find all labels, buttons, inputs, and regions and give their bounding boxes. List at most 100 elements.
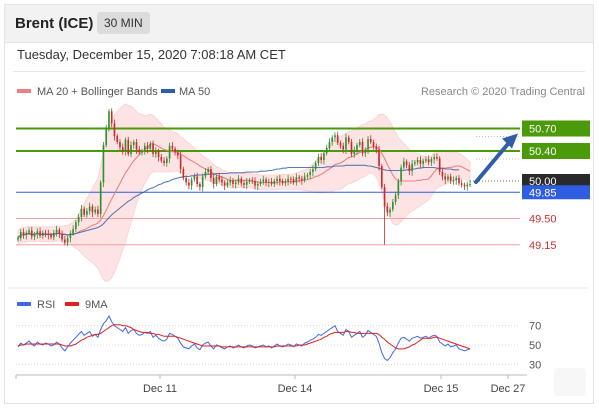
candle-body: [248, 180, 251, 182]
candle-body: [240, 178, 243, 184]
ma20-legend-label: MA 20 + Bollinger Bands: [37, 86, 158, 98]
candle-body: [36, 231, 39, 235]
candle-body: [314, 163, 317, 169]
candle-body: [182, 169, 185, 178]
expand-corner-button[interactable]: [554, 368, 586, 396]
candle-body: [33, 234, 36, 237]
candle-body: [185, 178, 187, 183]
candle-body: [218, 176, 221, 180]
candle-body: [243, 183, 245, 185]
candle-body: [290, 178, 292, 180]
candle-body: [325, 148, 328, 154]
candle-body: [130, 145, 132, 154]
main-legend: MA 20 + Bollinger Bands MA 50 Research ©…: [17, 86, 585, 98]
candle-body: [69, 233, 72, 238]
candle-body: [119, 142, 121, 148]
candle-body: [441, 172, 444, 177]
candle-body: [102, 145, 105, 183]
rsi-tick-label: 30: [529, 359, 541, 371]
candle-body: [77, 217, 80, 223]
candle-body: [265, 179, 267, 183]
candle-body: [458, 178, 460, 184]
candle-body: [427, 159, 430, 163]
instrument-name: Brent (ICE): [15, 15, 94, 32]
candle-body: [88, 206, 91, 211]
candle-body: [154, 151, 157, 154]
candle-body: [237, 178, 240, 183]
ma50-line: [17, 164, 459, 239]
trend-arrow: [474, 133, 518, 184]
candle-body: [295, 177, 298, 183]
candle-body: [397, 181, 400, 196]
candle-body: [64, 239, 66, 243]
candle-body: [403, 161, 405, 168]
pivot-label-bg: [522, 185, 590, 200]
candle-body: [97, 209, 99, 214]
candle-body: [416, 160, 419, 163]
trend-arrow-shaft: [474, 139, 512, 184]
candle-body: [177, 152, 179, 156]
rsi-ma9-line: [17, 324, 471, 350]
candle-body: [204, 172, 207, 177]
candle-body: [380, 166, 383, 187]
candle-body: [386, 206, 389, 213]
candle-body: [273, 181, 276, 184]
candle-body: [375, 146, 378, 150]
candle-body: [392, 202, 394, 210]
candle-body: [267, 181, 270, 183]
candle-body: [287, 178, 289, 182]
candle-body: [124, 139, 127, 151]
candle-body: [135, 142, 138, 150]
candle-body: [463, 184, 466, 187]
candle-body: [350, 142, 353, 154]
candle-body: [94, 209, 96, 213]
candle-body: [303, 176, 306, 181]
candle-body: [207, 169, 209, 172]
candle-body: [372, 142, 375, 147]
candle-body: [72, 229, 74, 234]
candle-body: [168, 145, 171, 159]
x-tick-label: Dec 27: [491, 383, 526, 395]
ma20-legend-swatch: [17, 89, 31, 93]
candle-body: [256, 184, 259, 186]
last-price-label-bg: [522, 174, 590, 188]
candle-body: [28, 230, 30, 233]
candle-body: [41, 232, 44, 236]
candle-body: [25, 232, 28, 235]
candle-body: [55, 229, 58, 233]
candle-body: [254, 181, 256, 186]
candle-body: [50, 235, 52, 238]
ma50-legend-label: MA 50: [179, 86, 210, 98]
trend-arrow-head: [502, 133, 518, 149]
candle-body: [312, 169, 314, 172]
candle-body: [44, 232, 47, 234]
candle-body: [336, 135, 339, 143]
candle-body: [19, 232, 22, 238]
candle-body: [86, 211, 88, 215]
candle-body: [116, 136, 119, 142]
candle-body: [449, 176, 452, 181]
candle-body: [414, 162, 416, 164]
candle-body: [105, 128, 108, 145]
resistance-label-bg: [522, 120, 590, 137]
candle-body: [30, 230, 33, 237]
candle-body: [226, 182, 229, 186]
resistance-label-bg: [522, 143, 590, 159]
rsi-panel: 70 50 30: [16, 314, 541, 371]
timeframe-button[interactable]: 30 MIN: [97, 12, 150, 34]
candle-body: [66, 238, 69, 243]
candle-body: [58, 229, 61, 234]
candle-body: [425, 159, 427, 161]
candle-body: [292, 179, 295, 183]
candle-body: [430, 159, 433, 163]
candle-body: [339, 142, 342, 146]
candle-body: [356, 145, 358, 151]
expand-button-bg[interactable]: [554, 368, 586, 396]
candle-body: [138, 149, 141, 153]
candle-body: [279, 178, 281, 181]
candle-body: [113, 123, 116, 136]
candle-body: [347, 137, 350, 142]
candle-body: [229, 180, 232, 183]
research-credit: Research © 2020 Trading Central: [421, 86, 585, 98]
